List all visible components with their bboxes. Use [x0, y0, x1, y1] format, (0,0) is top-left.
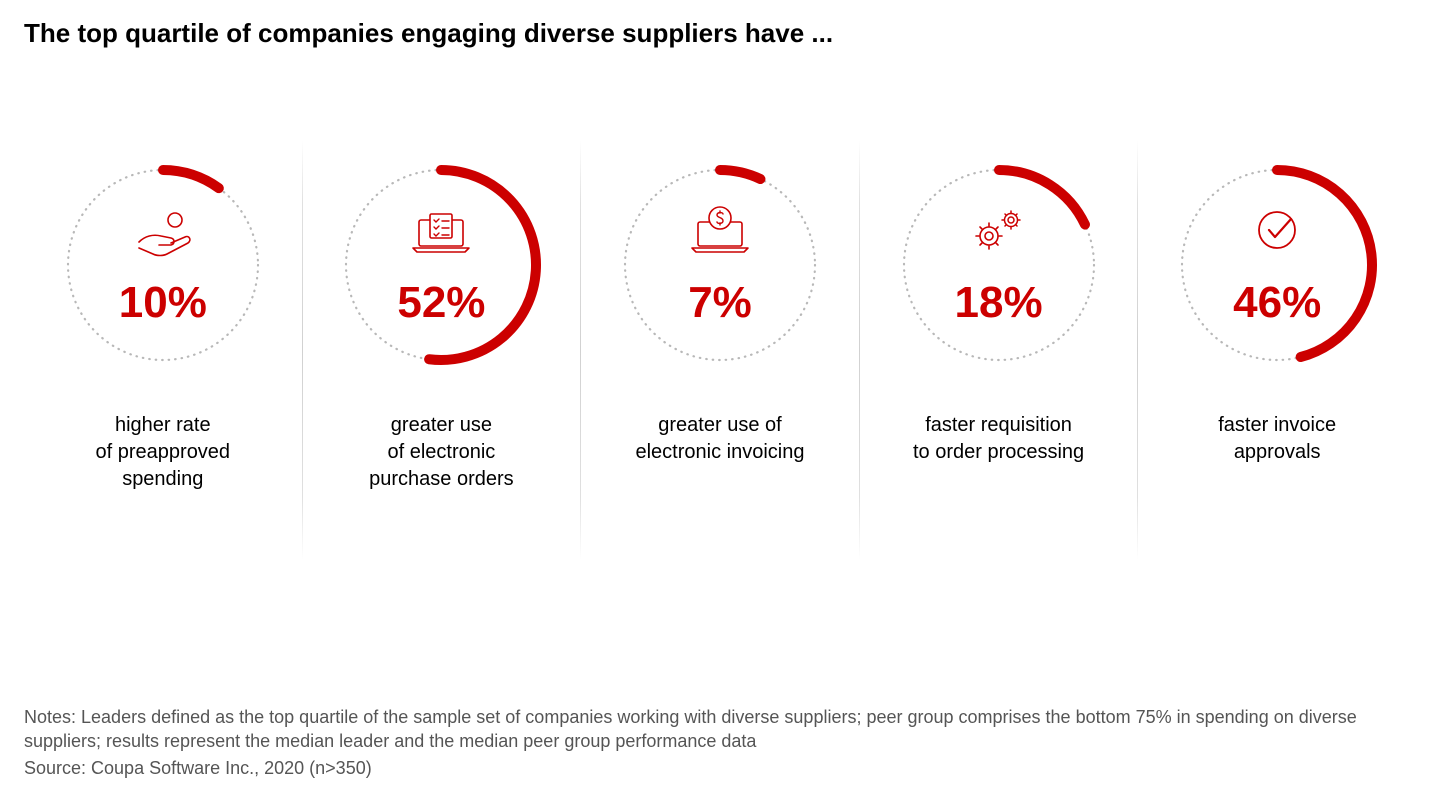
- footer-source: Source: Coupa Software Inc., 2020 (n>350…: [24, 756, 1416, 780]
- gauge: 46%: [1172, 160, 1382, 370]
- metric-value: 7%: [615, 278, 825, 328]
- metric-invoice-approvals: 46% faster invoiceapprovals: [1138, 160, 1416, 466]
- laptop-dollar-icon: [692, 207, 748, 252]
- metrics-row: 10% higher rateof preapprovedspending 52…: [24, 160, 1416, 560]
- metric-caption: greater useof electronicpurchase orders: [369, 412, 514, 493]
- footer: Notes: Leaders defined as the top quarti…: [24, 705, 1416, 780]
- metric-electronic-po: 52% greater useof electronicpurchase ord…: [303, 160, 581, 493]
- laptop-checklist-icon: [413, 214, 469, 252]
- metric-caption: faster invoiceapprovals: [1218, 412, 1336, 466]
- gears-icon: [976, 211, 1020, 249]
- metric-electronic-invoicing: 7% greater use ofelectronic invoicing: [581, 160, 859, 466]
- metric-caption: faster requisitionto order processing: [913, 412, 1084, 466]
- metric-value: 46%: [1172, 278, 1382, 328]
- gauge: 52%: [336, 160, 546, 370]
- page-title: The top quartile of companies engaging d…: [24, 18, 833, 49]
- gauge: 18%: [894, 160, 1104, 370]
- gauge: 10%: [58, 160, 268, 370]
- gauge: 7%: [615, 160, 825, 370]
- hand-coin-icon: [139, 213, 190, 256]
- metric-caption: greater use ofelectronic invoicing: [635, 412, 804, 466]
- metric-value: 18%: [894, 278, 1104, 328]
- footer-notes: Notes: Leaders defined as the top quarti…: [24, 705, 1416, 754]
- metric-preapproved-spending: 10% higher rateof preapprovedspending: [24, 160, 302, 493]
- checkmark-circle-icon: [1259, 212, 1295, 248]
- metric-value: 10%: [58, 278, 268, 328]
- metric-caption: higher rateof preapprovedspending: [96, 412, 231, 493]
- metric-requisition-processing: 18% faster requisitionto order processin…: [860, 160, 1138, 466]
- metric-value: 52%: [336, 278, 546, 328]
